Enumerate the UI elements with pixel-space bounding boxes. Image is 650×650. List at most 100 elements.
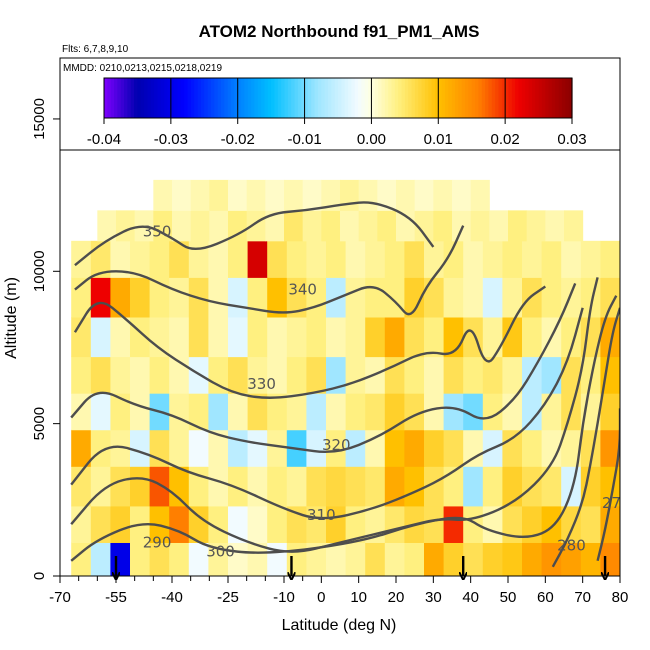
heatmap-cell <box>404 277 425 318</box>
colorbar-segment <box>531 78 536 118</box>
heatmap-cell <box>71 505 92 543</box>
colorbar-tick-label: 0.02 <box>491 131 520 148</box>
heatmap-cell <box>208 505 229 543</box>
heatmap-cell <box>228 505 249 543</box>
colorbar-tick-label: -0.01 <box>287 131 321 148</box>
colorbar-segment <box>114 78 118 118</box>
heatmap-cell <box>561 429 582 467</box>
heatmap-cell <box>267 429 288 467</box>
heatmap-cell <box>526 210 546 242</box>
colorbar-segment <box>180 78 185 118</box>
y-axis: 0 5000 10000 15000 <box>31 58 61 580</box>
heatmap-cell <box>433 210 453 242</box>
heatmap-cell <box>443 429 464 467</box>
heatmap-cell <box>169 542 190 576</box>
colorbar-segment <box>431 78 436 118</box>
colorbar-segment <box>314 78 319 118</box>
heatmap-cell <box>580 240 601 278</box>
heatmap-cell <box>345 466 366 507</box>
colorbar-tick-label: -0.03 <box>154 131 188 148</box>
heatmap-cell <box>326 356 347 394</box>
heatmap-cell <box>302 210 322 242</box>
heatmap-cell <box>306 505 327 543</box>
heatmap-cell <box>404 356 425 394</box>
heatmap-cell <box>600 240 620 278</box>
heatmap-cell <box>90 240 111 278</box>
heatmap-cell <box>169 505 190 543</box>
heatmap-cell <box>345 240 366 278</box>
heatmap-cell <box>267 505 288 543</box>
heatmap-cell <box>326 542 347 576</box>
x-tick-label: 80 <box>612 589 629 606</box>
heatmap-cell <box>188 393 209 431</box>
heatmap-cell <box>502 356 523 394</box>
heatmap-cell <box>110 240 131 278</box>
colorbar-segment <box>264 78 269 118</box>
heatmap-cell <box>502 505 523 543</box>
colorbar-segment <box>478 78 483 118</box>
colorbar-segment <box>558 78 563 118</box>
heatmap-cell <box>404 542 425 576</box>
dates-note: MMDD: 0210,0213,0215,0218,0219 <box>63 63 222 74</box>
heatmap-cell <box>208 466 229 507</box>
heatmap-cell <box>377 210 397 242</box>
heatmap-cell <box>110 356 131 394</box>
y-tick-label: 15000 <box>31 98 48 140</box>
heatmap-cell <box>463 277 484 318</box>
colorbar-segment <box>374 78 379 118</box>
heatmap-cell <box>306 429 327 467</box>
x-tick-label: -55 <box>105 589 127 606</box>
heatmap-cell <box>110 393 131 431</box>
heatmap-cell <box>326 317 347 358</box>
colorbar-segment <box>130 78 135 118</box>
colorbar-segment <box>321 78 326 118</box>
heatmap-cell <box>110 542 131 576</box>
colorbar-segment <box>284 78 289 118</box>
heatmap-cell <box>130 240 151 278</box>
heatmap-cell <box>345 317 366 358</box>
heatmap-cell <box>188 240 209 278</box>
colorbar-segment <box>170 78 175 118</box>
colorbar-segment <box>471 78 476 118</box>
heatmap-cell <box>396 179 416 211</box>
colorbar-segment <box>501 78 506 118</box>
colorbar-tick-label: -0.04 <box>87 131 121 148</box>
heatmap-cell <box>443 393 464 431</box>
heatmap-cell <box>358 179 378 211</box>
heatmap-cell <box>247 505 268 543</box>
colorbar-segment <box>110 78 115 118</box>
colorbar-segment <box>137 78 142 118</box>
heatmap-cell <box>228 317 249 358</box>
colorbar-segment <box>521 78 526 118</box>
colorbar-segment <box>237 78 242 118</box>
heatmap-cell <box>404 317 425 358</box>
heatmap-cell <box>580 505 601 543</box>
colorbar-segment <box>277 78 282 118</box>
heatmap-cell <box>463 356 484 394</box>
heatmap-cell <box>265 210 285 242</box>
heatmap-cell <box>600 429 620 467</box>
heatmap-cell <box>130 277 151 318</box>
heatmap-layer <box>71 179 620 576</box>
colorbar-segment <box>241 78 245 118</box>
heatmap-cell <box>110 277 131 318</box>
colorbar-segment <box>354 78 359 118</box>
heatmap-cell <box>384 542 405 576</box>
colorbar-segment <box>495 78 500 118</box>
heatmap-cell <box>443 240 464 278</box>
contour-label-330: 330 <box>247 375 276 393</box>
contour-line-330 <box>73 285 547 399</box>
heatmap-cell <box>286 393 307 431</box>
heatmap-cell <box>414 179 434 211</box>
heatmap-cell <box>463 429 484 467</box>
colorbar-segment <box>441 78 446 118</box>
heatmap-cell <box>541 240 562 278</box>
heatmap-cell <box>286 356 307 394</box>
heatmap-cell <box>340 179 360 211</box>
y-tick-label: 5000 <box>31 407 48 440</box>
colorbar-segment <box>438 78 443 118</box>
heatmap-cell <box>326 277 347 318</box>
heatmap-cell <box>90 317 111 358</box>
heatmap-cell <box>267 542 288 576</box>
heatmap-cell <box>208 240 229 278</box>
